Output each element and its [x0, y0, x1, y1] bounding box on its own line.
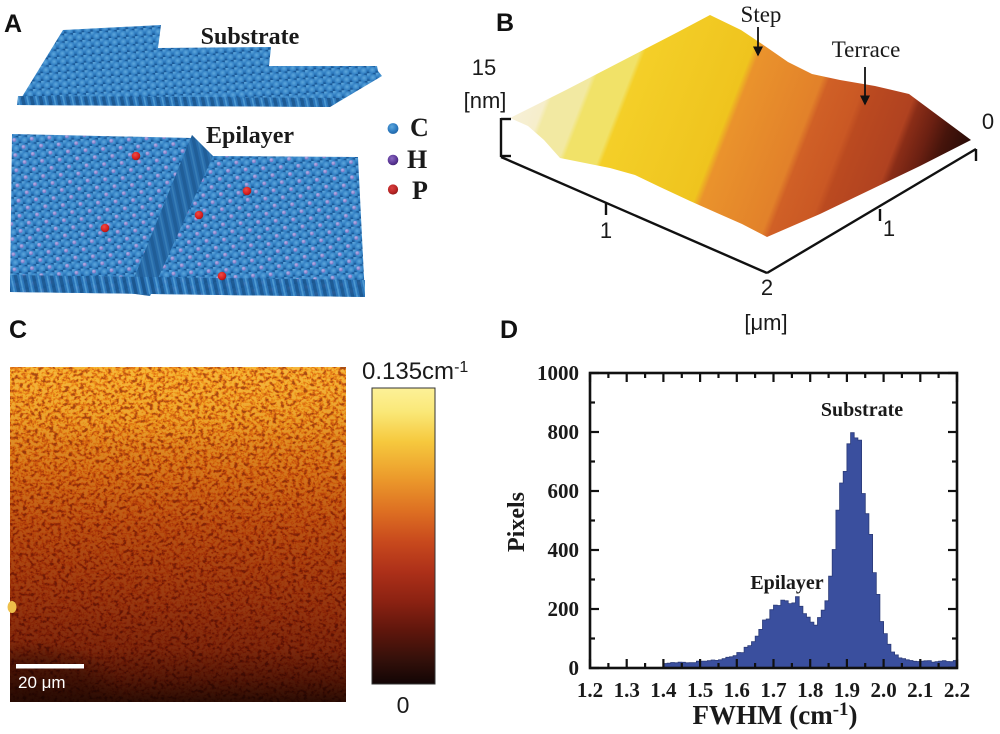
- svg-text:1.5: 1.5: [687, 678, 713, 702]
- svg-text:Pixels: Pixels: [504, 492, 530, 552]
- svg-text:Terrace: Terrace: [832, 37, 901, 62]
- svg-text:A: A: [4, 10, 22, 38]
- svg-text:1.7: 1.7: [760, 678, 786, 702]
- svg-text:2.2: 2.2: [944, 678, 970, 702]
- svg-text:2.1: 2.1: [907, 678, 933, 702]
- svg-text:800: 800: [548, 420, 580, 444]
- svg-text:20 μm: 20 μm: [18, 673, 66, 692]
- svg-text:Substrate: Substrate: [201, 24, 300, 50]
- svg-text:1.6: 1.6: [724, 678, 750, 702]
- svg-text:1.3: 1.3: [614, 678, 640, 702]
- svg-text:[nm]: [nm]: [464, 88, 507, 113]
- svg-text:Step: Step: [741, 2, 782, 27]
- svg-text:1.8: 1.8: [797, 678, 823, 702]
- svg-text:1.4: 1.4: [650, 678, 677, 702]
- svg-text:1000: 1000: [537, 361, 579, 385]
- svg-text:600: 600: [548, 479, 580, 503]
- svg-text:Epilayer: Epilayer: [206, 123, 294, 149]
- svg-text:[μm]: [μm]: [744, 310, 787, 335]
- svg-text:1.9: 1.9: [834, 678, 860, 702]
- svg-text:H: H: [407, 145, 427, 174]
- svg-text:200: 200: [548, 597, 580, 621]
- svg-text:0.135cm-1: 0.135cm-1: [362, 358, 468, 385]
- svg-text:P: P: [412, 176, 428, 205]
- svg-text:2: 2: [761, 275, 773, 300]
- svg-text:15: 15: [472, 55, 496, 80]
- svg-text:C: C: [9, 316, 27, 344]
- svg-text:0: 0: [982, 109, 994, 134]
- svg-text:1: 1: [600, 218, 612, 243]
- svg-text:0: 0: [569, 656, 580, 680]
- svg-text:Epilayer: Epilayer: [750, 572, 823, 594]
- svg-text:Substrate: Substrate: [821, 399, 903, 421]
- svg-text:400: 400: [548, 538, 580, 562]
- svg-text:1.2: 1.2: [577, 678, 603, 702]
- svg-text:FWHM (cm-1): FWHM (cm-1): [692, 699, 857, 730]
- svg-text:D: D: [500, 316, 518, 344]
- svg-text:1: 1: [883, 216, 895, 241]
- svg-text:2.0: 2.0: [870, 678, 896, 702]
- svg-text:C: C: [410, 113, 429, 142]
- svg-text:B: B: [496, 9, 514, 37]
- svg-text:0: 0: [397, 692, 410, 718]
